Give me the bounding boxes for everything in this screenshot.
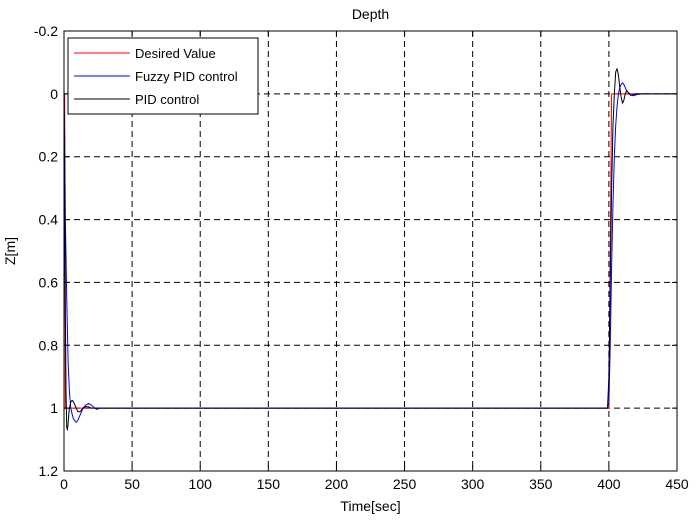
legend-label: Fuzzy PID control — [135, 69, 238, 84]
x-tick-label: 250 — [393, 476, 417, 492]
y-axis-title: Z[m] — [2, 237, 18, 265]
x-tick-label: 0 — [60, 476, 68, 492]
y-tick-label: 0.6 — [39, 274, 59, 290]
x-axis-title: Time[sec] — [340, 498, 400, 514]
y-tick-label: -0.2 — [34, 23, 58, 39]
chart-title: Depth — [352, 6, 389, 22]
y-tick-label: 0 — [50, 86, 58, 102]
y-tick-label: 1 — [50, 400, 58, 416]
x-tick-label: 150 — [257, 476, 281, 492]
x-tick-label: 400 — [597, 476, 621, 492]
x-tick-label: 200 — [325, 476, 349, 492]
axis-ticks: 0 50 100 150 200 250 300 350 400 450 -0.2 0 0.2 0.4 0.… — [34, 23, 689, 492]
plot-frame — [63, 30, 678, 472]
legend-label: Desired Value — [135, 46, 216, 61]
x-tick-label: 450 — [665, 476, 689, 492]
y-tick-label: 0.4 — [39, 212, 59, 228]
y-tick-label: 0.8 — [39, 337, 59, 353]
x-tick-label: 300 — [461, 476, 485, 492]
series-line-pid-control — [63, 68, 677, 431]
legend-label: PID control — [135, 92, 199, 107]
legend: Desired Value Fuzzy PID control PID contro… — [67, 37, 259, 115]
x-tick-label: 100 — [189, 476, 213, 492]
y-tick-label: 0.2 — [39, 149, 59, 165]
x-tick-label: 350 — [529, 476, 553, 492]
y-tick-label: 1.2 — [39, 463, 59, 479]
x-tick-label: 50 — [124, 476, 140, 492]
